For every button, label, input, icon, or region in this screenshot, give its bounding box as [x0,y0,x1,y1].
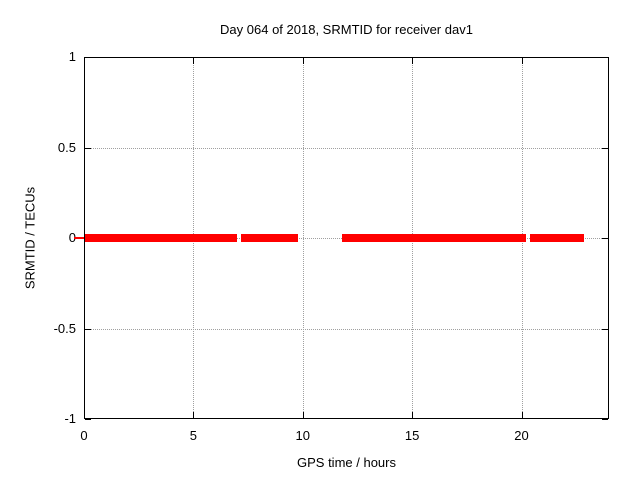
x-tick-top-20 [521,58,523,64]
y-tick-left-1 [85,57,91,58]
y-tick-label-1: 1 [68,49,76,64]
x-tick-label-5: 5 [189,428,197,443]
series-segment-3 [530,234,585,242]
x-tick-bottom-5 [193,412,195,418]
y-tick-left-0.5 [85,147,91,149]
chart-title: Day 064 of 2018, SRMTID for receiver dav… [220,22,473,37]
x-tick-label-10: 10 [295,428,310,443]
x-tick-bottom-10 [302,412,304,418]
y-tick-left--1 [85,419,91,420]
x-tick-top-10 [302,58,304,64]
plot-frame [84,57,609,419]
y-tick-label-0: 0 [68,230,76,245]
series-segment-2 [341,234,527,242]
y-tick-right-0.5 [602,147,608,149]
x-tick-top-15 [412,58,414,64]
x-tick-bottom-20 [521,412,523,418]
x-tick-bottom-0 [84,412,85,418]
y-tick-label--1: -1 [64,411,76,426]
y-tick-right-1 [602,57,608,58]
series-segment-1 [241,234,298,242]
y-tick-label--0.5: -0.5 [53,320,76,336]
x-tick-label-15: 15 [404,428,420,443]
x-tick-label-20: 20 [514,428,529,443]
y-tick-label-0.5: 0.5 [57,139,76,155]
x-tick-top-5 [193,58,195,64]
y-zero-tick-overdraw [74,237,84,239]
x-tick-top-0 [84,58,85,64]
y-tick-right--0.5 [602,328,608,330]
x-tick-bottom-15 [412,412,414,418]
y-tick-right--1 [602,419,608,420]
x-axis-label: GPS time / hours [297,455,396,470]
y-tick-left--0.5 [85,328,91,330]
gridline-y-0.5 [85,147,608,149]
gridline-y--0.5 [85,328,608,330]
y-tick-right-0 [602,238,608,239]
series-segment-0 [85,234,238,242]
x-tick-label-0: 0 [80,428,88,443]
